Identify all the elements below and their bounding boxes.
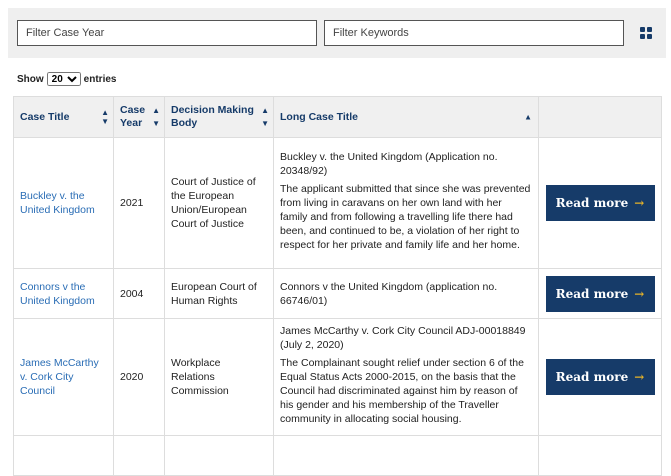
- table-row: James McCarthy v. Cork City Council 2020…: [13, 318, 662, 436]
- decision-body: Workplace Relations Commission: [164, 318, 274, 436]
- entries-select[interactable]: 20: [46, 72, 81, 86]
- filter-bar: [8, 8, 666, 58]
- col-case-title[interactable]: Case Title ▲ ▼: [13, 96, 114, 138]
- col-actions: [538, 96, 662, 138]
- case-summary: The applicant submitted that since she w…: [280, 183, 531, 251]
- case-title-link[interactable]: James McCarthy v. Cork City Council: [20, 357, 99, 397]
- col-case-year[interactable]: Case Year ▲ ▼: [113, 96, 165, 138]
- case-year: 2004: [113, 268, 165, 319]
- read-more-button[interactable]: Read more →: [545, 275, 655, 312]
- sort-asc-icon: ▲: [524, 112, 532, 122]
- grid-view-icon[interactable]: [640, 27, 652, 39]
- table-row: [13, 435, 662, 476]
- case-summary: The Complainant sought relief under sect…: [280, 357, 524, 425]
- arrow-right-icon: →: [634, 286, 645, 301]
- read-more-button[interactable]: Read more →: [545, 359, 655, 395]
- case-title-link[interactable]: Connors v the United Kingdom: [20, 280, 95, 307]
- long-case-title: James McCarthy v. Cork City Council ADJ-…: [280, 325, 526, 351]
- cases-table: Case Title ▲ ▼ Case Year ▲ ▼ Decision Making…: [13, 96, 662, 476]
- case-year: 2020: [113, 318, 165, 436]
- decision-body: Court of Justice of the European Union/E…: [164, 137, 274, 269]
- arrow-right-icon: →: [634, 370, 645, 384]
- filter-keywords-input[interactable]: [324, 20, 624, 46]
- sort-icon: ▲ ▼: [261, 106, 269, 128]
- decision-body: European Court of Human Rights: [164, 268, 274, 319]
- sort-icon: ▲ ▼: [101, 108, 109, 126]
- sort-icon: ▲ ▼: [152, 106, 160, 128]
- col-long-title[interactable]: Long Case Title ▲: [273, 96, 539, 138]
- show-label: Show: [17, 73, 44, 85]
- table-row: Connors v the United Kingdom 2004 Europe…: [13, 268, 662, 319]
- arrow-right-icon: →: [634, 196, 645, 210]
- col-decision-body[interactable]: Decision Making Body ▲ ▼: [164, 96, 274, 138]
- case-year: 2021: [113, 137, 165, 269]
- table-row: Buckley v. the United Kingdom 2021 Court…: [13, 137, 662, 269]
- long-case-title: Buckley v. the United Kingdom (Applicati…: [280, 151, 498, 177]
- entries-label: entries: [83, 73, 117, 85]
- entries-length: Show 20 entries: [17, 72, 116, 86]
- filter-case-year-input[interactable]: [17, 20, 317, 46]
- case-title-link[interactable]: Buckley v. the United Kingdom: [20, 190, 95, 216]
- long-case-title: Connors v the United Kingdom (applicatio…: [280, 280, 498, 307]
- read-more-button[interactable]: Read more →: [545, 185, 655, 221]
